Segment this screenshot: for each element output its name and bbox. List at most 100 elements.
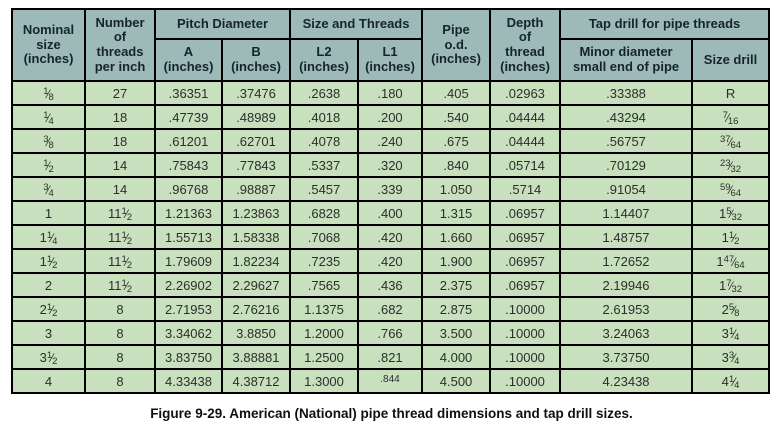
cell-size-drill: 33⁄4	[691, 344, 771, 370]
cell-l2: .2638	[289, 80, 360, 106]
cell-nominal-size: 21⁄2	[11, 296, 86, 322]
col-group-pitch-diameter: Pitch Diameter	[153, 8, 292, 40]
cell-nominal-size: 1	[11, 200, 86, 226]
cell-l2: .6828	[289, 200, 360, 226]
cell-l1: .420	[357, 224, 424, 250]
cell-l1: .436	[357, 272, 424, 298]
cell-depth-of-thread: .06957	[489, 248, 562, 274]
cell-threads-per-inch: 8	[84, 320, 156, 346]
cell-depth-of-thread: .5714	[489, 176, 562, 202]
col-header-pitch-b: B (inches)	[220, 38, 292, 82]
fraction-value: 1⁄2	[121, 229, 132, 247]
cell-minor-diameter: 2.19946	[559, 272, 694, 298]
cell-nominal-size: 3⁄8	[11, 128, 86, 154]
fraction-value: 1⁄8	[43, 85, 54, 103]
cell-size-drill: 147⁄64	[691, 248, 771, 274]
header-group-row: Nominal size (inches) Number of threads …	[11, 8, 771, 82]
cell-size-drill: 11⁄2	[691, 224, 771, 250]
table-header: Nominal size (inches) Number of threads …	[11, 8, 771, 82]
cell-pipe-od: .675	[421, 128, 492, 154]
cell-pitch-diameter-a: 1.21363	[154, 200, 223, 226]
cell-pipe-od: 4.500	[421, 368, 492, 394]
cell-minor-diameter: .43294	[559, 104, 694, 130]
cell-pitch-diameter-b: .77843	[220, 152, 292, 178]
cell-threads-per-inch: 14	[84, 152, 156, 178]
cell-minor-diameter: .56757	[559, 128, 694, 154]
fraction-value: 1⁄4	[728, 373, 740, 391]
cell-l1: .766	[357, 320, 424, 346]
cell-threads-per-inch: 8	[84, 344, 156, 370]
cell-depth-of-thread: .04444	[489, 128, 562, 154]
cell-l1: .320	[357, 152, 424, 178]
cell-nominal-size: 3⁄4	[11, 176, 86, 202]
cell-pipe-od: 1.315	[421, 200, 492, 226]
cell-pitch-diameter-b: 3.88881	[220, 344, 292, 370]
cell-pitch-diameter-b: 1.82234	[220, 248, 292, 274]
fraction-value: 1⁄4	[46, 229, 58, 247]
cell-pitch-diameter-b: .98887	[220, 176, 292, 202]
fraction-value: 5⁄32	[726, 205, 743, 223]
col-header-pipe-od: Pipe o.d. (inches)	[421, 8, 492, 82]
col-header-l2: L2 (inches)	[289, 38, 360, 82]
cell-depth-of-thread: .10000	[489, 368, 562, 394]
cell-l1: .339	[357, 176, 424, 202]
fraction-value: 1⁄2	[121, 253, 132, 271]
cell-nominal-size: 11⁄2	[11, 248, 86, 274]
cell-pitch-diameter-b: 2.76216	[220, 296, 292, 322]
raised-value: .844	[380, 373, 400, 385]
cell-pitch-diameter-b: .48989	[220, 104, 292, 130]
cell-depth-of-thread: .10000	[489, 344, 562, 370]
fraction-value: 1⁄2	[46, 301, 58, 319]
cell-pitch-diameter-b: 1.58338	[220, 224, 292, 250]
cell-pipe-od: 3.500	[421, 320, 492, 346]
cell-l1: .420	[357, 248, 424, 274]
table-row: 1⁄8 27.36351.37476.2638.180.405.02963.333…	[11, 80, 771, 106]
cell-pitch-diameter-a: .96768	[154, 176, 223, 202]
cell-l1: .400	[357, 200, 424, 226]
cell-pitch-diameter-a: .75843	[154, 152, 223, 178]
cell-pipe-od: 1.660	[421, 224, 492, 250]
cell-nominal-size: 11⁄4	[11, 224, 86, 250]
table-row: 3⁄8 18.61201.62701.4078.240.675.04444.567…	[11, 128, 771, 154]
fraction-value: 1⁄2	[46, 253, 58, 271]
cell-threads-per-inch: 111⁄2	[84, 200, 156, 226]
cell-pitch-diameter-a: 2.71953	[154, 296, 223, 322]
fraction-value: 3⁄4	[728, 349, 740, 367]
fraction-value: 23⁄32	[720, 157, 742, 175]
cell-minor-diameter: .70129	[559, 152, 694, 178]
col-group-size-and-threads: Size and Threads	[289, 8, 424, 40]
fraction-value: 1⁄4	[43, 109, 54, 127]
cell-pitch-diameter-b: 3.8850	[220, 320, 292, 346]
table-row: 1⁄4 18.47739.48989.4018.200.540.04444.432…	[11, 104, 771, 130]
col-header-minor-diameter: Minor diameter small end of pipe	[559, 38, 694, 82]
cell-nominal-size: 1⁄8	[11, 80, 86, 106]
table-row: 2 111⁄2 2.26902 2.29627.7565.436 2.375.06957…	[11, 272, 771, 298]
cell-threads-per-inch: 8	[84, 368, 156, 394]
header-sub-row: A (inches) B (inches) L2 (inches) L1 (in…	[12, 38, 771, 82]
table-row: 11⁄4 111⁄2 1.55713 1.58338.7068.420 1.660.06…	[11, 224, 771, 250]
cell-pitch-diameter-b: 2.29627	[220, 272, 292, 298]
cell-l1: .682	[357, 296, 424, 322]
cell-pipe-od: 4.000	[421, 344, 492, 370]
cell-pitch-diameter-b: 4.38712	[220, 368, 292, 394]
cell-size-drill: 25⁄8	[691, 296, 771, 322]
fraction-value: 3⁄8	[43, 133, 54, 151]
col-header-nominal-size: Nominal size (inches)	[11, 8, 86, 82]
cell-minor-diameter: 3.24063	[559, 320, 694, 346]
cell-threads-per-inch: 18	[84, 128, 156, 154]
fraction-value: 7⁄32	[726, 277, 743, 295]
cell-depth-of-thread: .10000	[489, 320, 562, 346]
col-header-pitch-a: A (inches)	[154, 38, 223, 82]
table-row: 21⁄2 8 2.71953 2.76216 1.1375.682 2.875.10000…	[11, 296, 771, 322]
cell-nominal-size: 1⁄4	[11, 104, 86, 130]
cell-minor-diameter: 3.73750	[559, 344, 694, 370]
col-header-depth-of-thread: Depth of thread (inches)	[489, 8, 562, 82]
cell-depth-of-thread: .05714	[489, 152, 562, 178]
cell-l2: 1.3000	[289, 368, 360, 394]
cell-pitch-diameter-a: 4.33438	[154, 368, 223, 394]
cell-threads-per-inch: 18	[84, 104, 156, 130]
cell-l2: .4078	[289, 128, 360, 154]
col-header-size-drill: Size drill	[691, 38, 771, 82]
cell-minor-diameter: .91054	[559, 176, 694, 202]
